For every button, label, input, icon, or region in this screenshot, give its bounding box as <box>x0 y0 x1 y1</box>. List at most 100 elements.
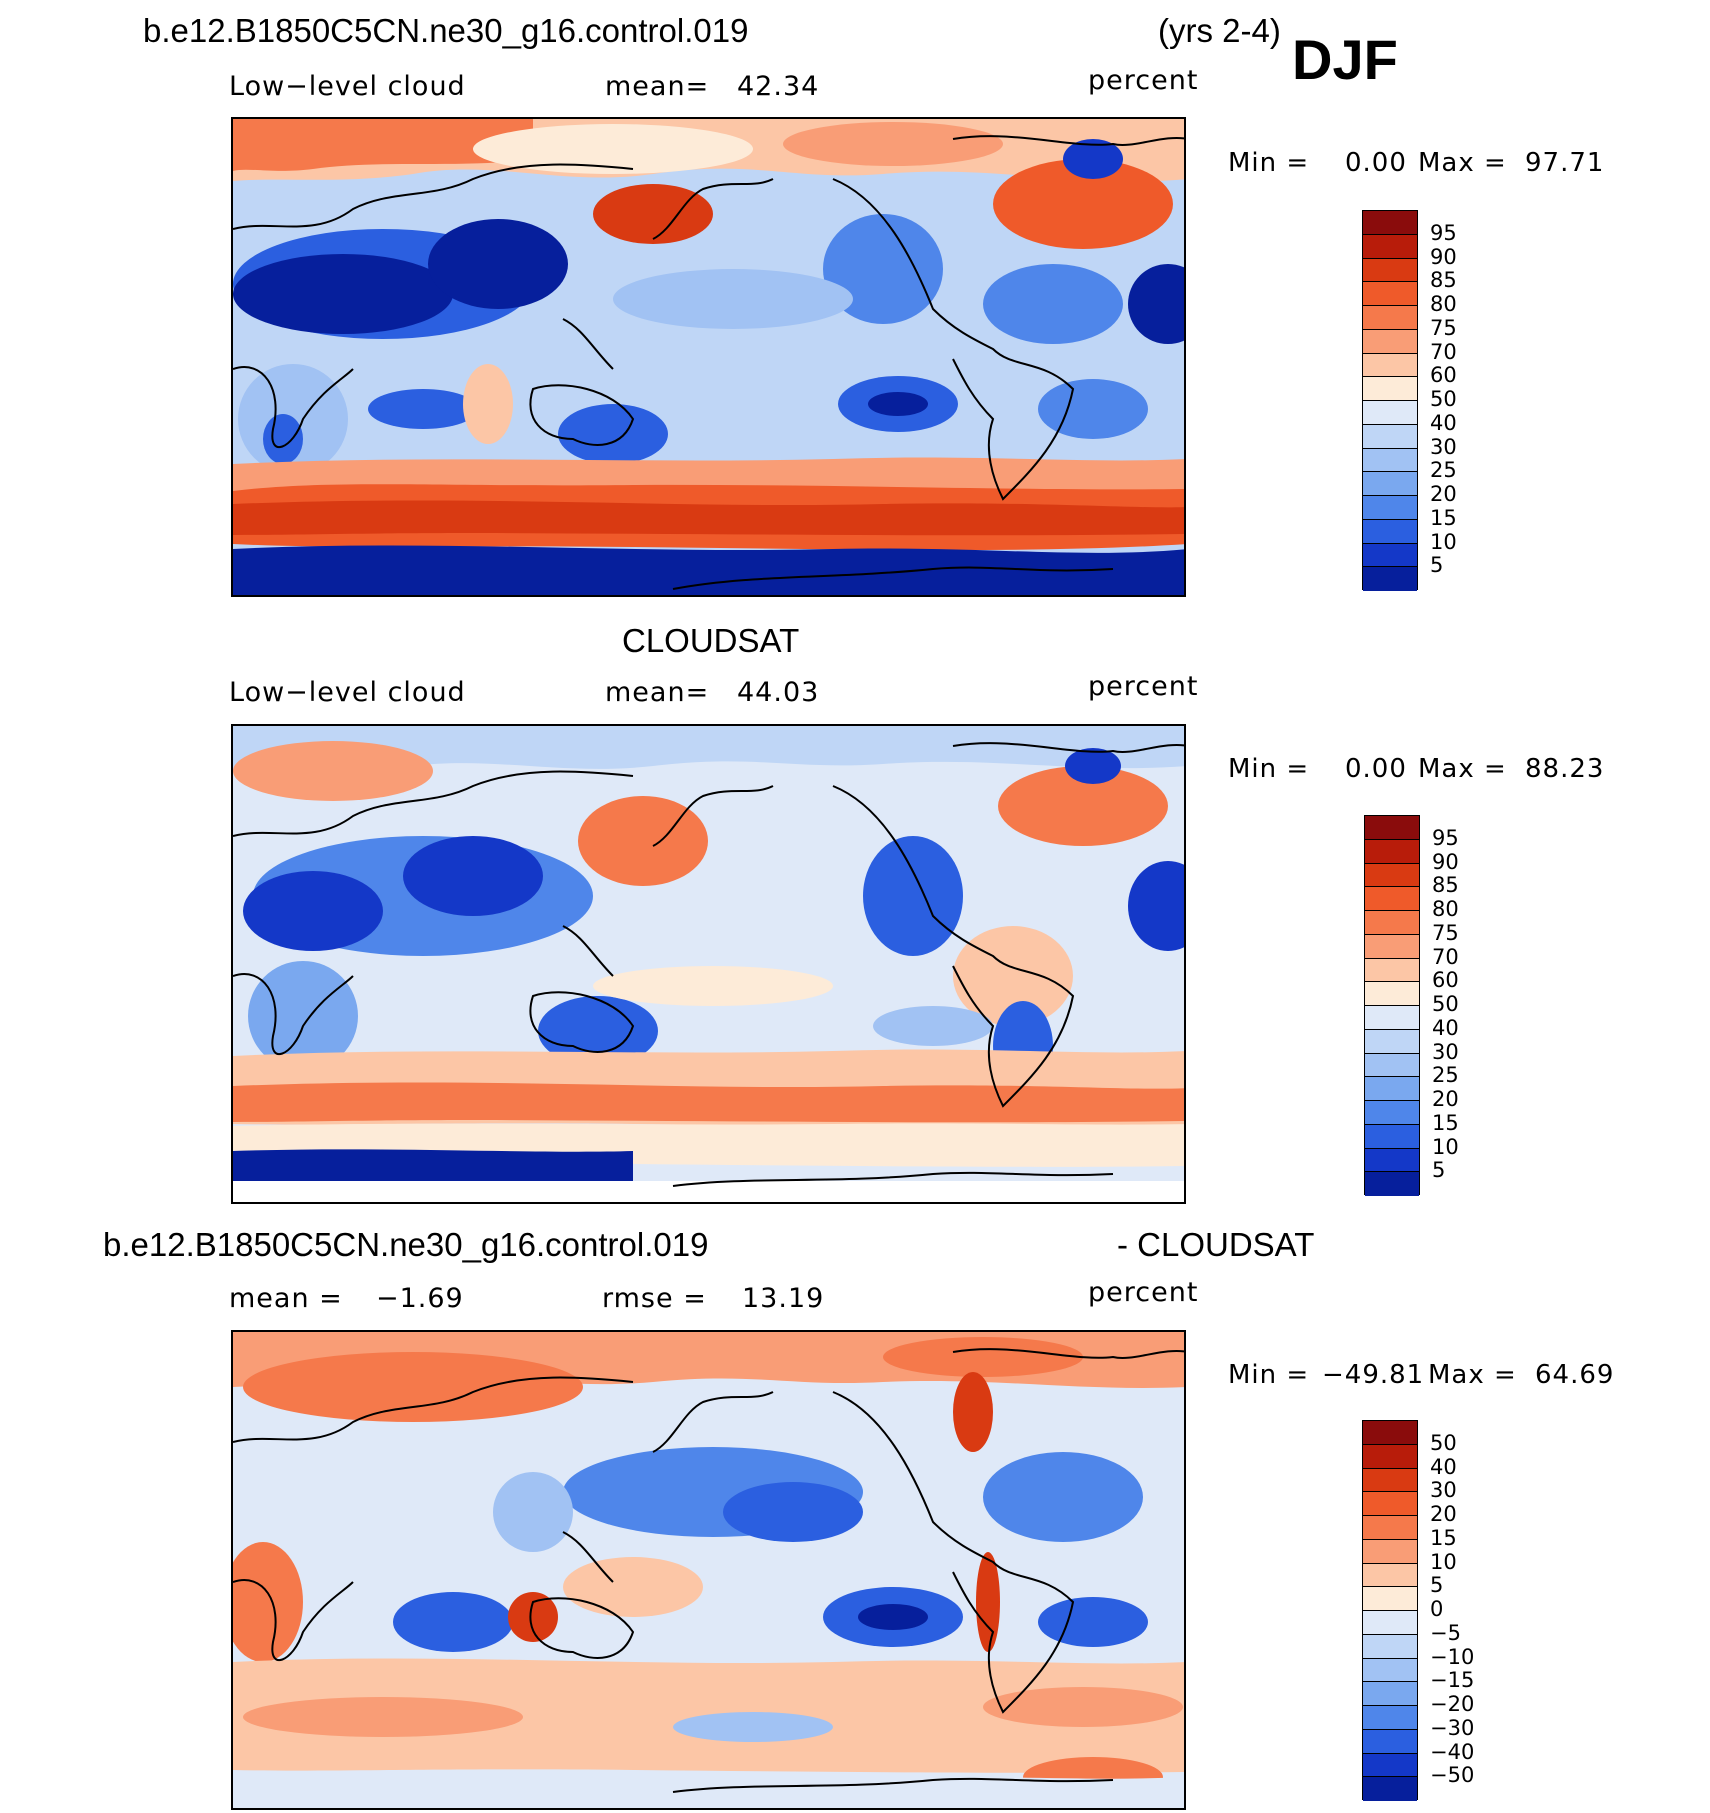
colorbar-swatch <box>1363 1611 1417 1635</box>
colorbar-tick-label: 20 <box>1432 1087 1459 1111</box>
colorbar-tick-label: 85 <box>1432 873 1459 898</box>
colorbar-tick-label: 50 <box>1432 992 1459 1016</box>
panel3-min-value: −49.81 <box>1322 1360 1425 1390</box>
colorbar-tick-label: 25 <box>1432 1063 1459 1088</box>
colorbar-swatch <box>1363 258 1417 283</box>
colorbar-tick-label: 25 <box>1430 458 1457 483</box>
colorbar-swatch <box>1365 1029 1419 1054</box>
colorbar-tick-label: 30 <box>1432 1039 1459 1064</box>
panel1-min-value: 0.00 <box>1345 148 1407 178</box>
season-label: DJF <box>1292 28 1398 91</box>
colorbar-tick-label: 80 <box>1432 897 1459 921</box>
colorbar-swatch <box>1363 1753 1417 1778</box>
panel1-map-svg <box>233 119 1184 595</box>
colorbar-tick-label: 95 <box>1430 220 1457 245</box>
colorbar-swatch <box>1363 1421 1417 1445</box>
colorbar-tick-label: 70 <box>1430 339 1457 364</box>
colorbar-swatch <box>1365 863 1419 888</box>
panel2-units: percent <box>1088 671 1199 702</box>
panel3-max-label: Max = <box>1428 1360 1517 1390</box>
panel2-map <box>231 724 1186 1204</box>
colorbar-tick-label: −5 <box>1430 1620 1461 1645</box>
panel1-map <box>231 117 1186 597</box>
case-title: b.e12.B1850C5CN.ne30_g16.control.019 <box>143 12 749 49</box>
colorbar-tick-label: 50 <box>1430 387 1457 411</box>
panel1-max-value: 97.71 <box>1525 148 1605 178</box>
panel2-map-svg <box>233 726 1184 1202</box>
colorbar-tick-label: 40 <box>1430 1454 1457 1479</box>
colorbar-swatch <box>1363 1587 1417 1611</box>
colorbar-swatch <box>1365 958 1419 983</box>
colorbar-tick-label: −50 <box>1430 1763 1475 1788</box>
panel1-min-label: Min = <box>1228 148 1310 178</box>
panel1-variable-label: Low−level cloud <box>229 71 466 102</box>
colorbar-tick-label: 85 <box>1430 268 1457 293</box>
colorbar-tick-label: −15 <box>1430 1668 1475 1693</box>
colorbar-swatch <box>1363 401 1417 425</box>
colorbar-tick-label: 50 <box>1430 1430 1457 1455</box>
panel2-min-label: Min = <box>1228 754 1310 784</box>
colorbar-swatch <box>1363 1468 1417 1493</box>
colorbar-tick-label: 20 <box>1430 1502 1457 1526</box>
years-label: (yrs 2-4) <box>1158 12 1281 49</box>
colorbar-tick-label: −10 <box>1430 1644 1475 1669</box>
colorbar-swatch <box>1363 211 1417 235</box>
colorbar-swatch <box>1363 1444 1417 1469</box>
colorbar-swatch <box>1365 1172 1419 1196</box>
panel1-mean-label: mean= <box>605 71 710 102</box>
colorbar-swatch <box>1365 911 1419 935</box>
panel3-mean-label: mean = <box>229 1283 343 1314</box>
colorbar-swatch <box>1363 1539 1417 1564</box>
panel3-title-left: b.e12.B1850C5CN.ne30_g16.control.019 <box>103 1226 709 1263</box>
colorbar-swatch <box>1363 353 1417 378</box>
colorbar-swatch <box>1365 1148 1419 1173</box>
colorbar-tick-label: 90 <box>1430 244 1457 269</box>
colorbar-tick-label: 10 <box>1430 1549 1457 1574</box>
panel3-rmse-value: 13.19 <box>742 1283 825 1314</box>
colorbar-swatch <box>1363 1706 1417 1730</box>
colorbar-tick-label: 70 <box>1432 944 1459 969</box>
colorbar-swatch <box>1363 1492 1417 1516</box>
colorbar-tick-label: 80 <box>1430 292 1457 316</box>
colorbar-tick-label: 60 <box>1432 968 1459 993</box>
colorbar-swatch <box>1363 329 1417 354</box>
colorbar-tick-label: −40 <box>1430 1739 1475 1764</box>
colorbar-swatch <box>1363 282 1417 306</box>
colorbar-swatch <box>1363 567 1417 591</box>
colorbar-swatch <box>1363 519 1417 544</box>
colorbar-tick-label: −30 <box>1430 1715 1475 1740</box>
colorbar-tick-label: 15 <box>1432 1110 1459 1135</box>
colorbar-swatch <box>1365 1077 1419 1101</box>
colorbar-tick-label: 5 <box>1430 553 1444 578</box>
colorbar-tick-label: 10 <box>1430 529 1457 554</box>
colorbar-swatch <box>1365 1006 1419 1030</box>
panel2-min-value: 0.00 <box>1345 754 1407 784</box>
panel1-max-label: Max = <box>1418 148 1507 178</box>
panel3-rmse-label: rmse = <box>602 1283 707 1314</box>
colorbar-tick-label: 20 <box>1430 482 1457 506</box>
colorbar-swatch <box>1363 377 1417 401</box>
colorbar-swatch <box>1363 234 1417 259</box>
colorbar-tick-label: 15 <box>1430 1525 1457 1550</box>
panel3-map <box>231 1330 1186 1810</box>
colorbar-tick-label: 40 <box>1432 1015 1459 1040</box>
colorbar-swatch <box>1365 1053 1419 1078</box>
colorbar-swatch <box>1363 306 1417 330</box>
colorbar-swatch <box>1363 1563 1417 1588</box>
panel1-mean-value: 42.34 <box>737 71 820 102</box>
colorbar-swatch <box>1363 1729 1417 1754</box>
colorbar-tick-label: 95 <box>1432 825 1459 850</box>
panel3-max-value: 64.69 <box>1535 1360 1615 1390</box>
colorbar-tick-label: 30 <box>1430 434 1457 459</box>
panel3-map-svg <box>233 1332 1184 1808</box>
panel2-max-value: 88.23 <box>1525 754 1605 784</box>
colorbar-swatch <box>1363 1682 1417 1706</box>
colorbar-tick-label: 75 <box>1430 315 1457 340</box>
panel2-mean-value: 44.03 <box>737 677 820 708</box>
colorbar-swatch <box>1365 1124 1419 1149</box>
panel2-colorbar <box>1364 815 1420 1196</box>
panel3-units: percent <box>1088 1277 1199 1308</box>
panel3-mean-value: −1.69 <box>376 1283 464 1314</box>
colorbar-swatch <box>1363 543 1417 568</box>
colorbar-tick-label: 60 <box>1430 363 1457 388</box>
